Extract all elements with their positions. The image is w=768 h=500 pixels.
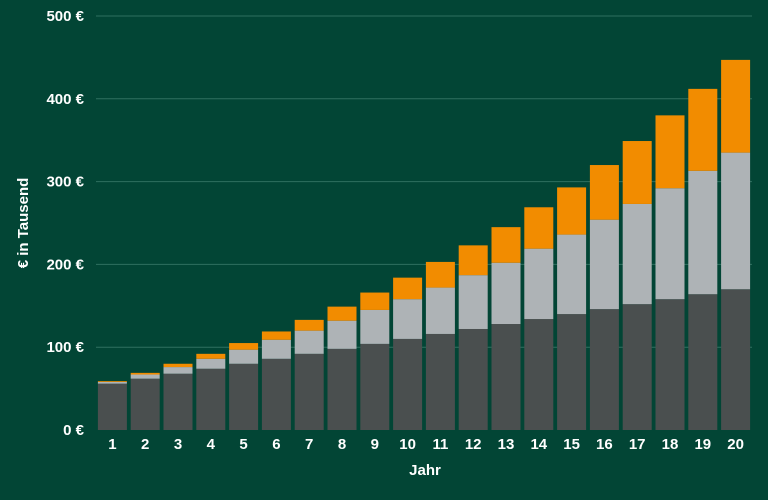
x-tick-label: 8: [338, 436, 346, 453]
bar-segment-3: [721, 59, 751, 153]
bar-segment-1: [655, 299, 685, 430]
bar-segment-1: [393, 338, 423, 430]
y-tick-label: 200 €: [46, 256, 84, 273]
bar-segment-1: [688, 294, 718, 430]
x-tick-label: 19: [694, 436, 711, 453]
y-tick-label: 0 €: [63, 422, 85, 439]
bar-segment-2: [622, 203, 652, 305]
y-axis-ticks: 0 € 100 € 200 € 300 € 400 € 500 €: [46, 8, 84, 439]
bar-segment-3: [622, 141, 652, 204]
bar-segment-3: [655, 115, 685, 189]
bar-segment-1: [130, 378, 160, 430]
bar-segment-1: [229, 363, 259, 430]
bar-segment-1: [425, 333, 455, 430]
bar-segment-3: [491, 227, 521, 263]
x-tick-label: 12: [465, 436, 482, 453]
bar-segment-3: [294, 319, 324, 331]
bar-segment-2: [163, 367, 193, 374]
bar-segment-1: [557, 314, 587, 430]
x-tick-label: 7: [305, 436, 313, 453]
bar-segment-2: [524, 248, 554, 320]
bar-segment-1: [721, 289, 751, 430]
x-tick-label: 10: [399, 436, 416, 453]
bar-segment-2: [130, 374, 160, 379]
bar-segment-1: [622, 304, 652, 430]
y-tick-label: 300 €: [46, 174, 84, 191]
bar-segment-2: [688, 170, 718, 295]
x-tick-label: 18: [662, 436, 679, 453]
bar-segment-3: [196, 353, 226, 359]
bar-segment-3: [327, 306, 357, 321]
bar-segment-1: [261, 358, 291, 430]
y-axis-title: € in Tausend: [15, 178, 32, 269]
bar-segment-2: [393, 299, 423, 339]
x-axis-ticks: 1 2 3 4 5 6 7 8 9 10 11 12 13 14 15 16 17 18 19 20: [108, 436, 744, 453]
bar-segment-3: [458, 245, 488, 276]
bar-segment-3: [97, 381, 127, 382]
bars: [97, 59, 751, 430]
x-tick-label: 11: [432, 436, 448, 453]
bar-segment-3: [589, 165, 619, 220]
bar-segment-2: [458, 275, 488, 329]
bar-segment-3: [261, 331, 291, 340]
bar-segment-2: [360, 309, 390, 344]
bar-segment-1: [589, 309, 619, 430]
x-tick-label: 20: [727, 436, 744, 453]
gridlines: [96, 15, 752, 348]
bar-segment-2: [327, 320, 357, 349]
x-tick-label: 4: [207, 436, 216, 453]
bar-segment-2: [721, 152, 751, 290]
x-tick-label: 13: [498, 436, 515, 453]
bar-segment-3: [360, 292, 390, 310]
bar-segment-1: [196, 368, 226, 430]
bar-segment-2: [229, 349, 259, 364]
bar-segment-2: [589, 219, 619, 310]
bar-segment-2: [491, 262, 521, 325]
x-tick-label: 15: [563, 436, 580, 453]
bar-segment-2: [557, 234, 587, 315]
bar-segment-3: [229, 343, 259, 350]
bar-segment-3: [393, 277, 423, 300]
bar-segment-3: [425, 261, 455, 288]
bar-segment-2: [261, 339, 291, 359]
bar-segment-3: [524, 207, 554, 249]
bar-segment-1: [97, 383, 127, 430]
bar-segment-2: [425, 287, 455, 334]
bar-segment-1: [360, 343, 390, 430]
bar-segment-2: [97, 381, 127, 384]
x-tick-label: 9: [371, 436, 379, 453]
bar-segment-1: [458, 328, 488, 430]
bar-segment-3: [688, 88, 718, 171]
y-tick-label: 100 €: [46, 339, 84, 356]
x-tick-label: 17: [629, 436, 646, 453]
x-tick-label: 6: [272, 436, 280, 453]
bar-segment-2: [655, 188, 685, 300]
y-tick-label: 400 €: [46, 91, 84, 108]
bar-segment-2: [196, 358, 226, 369]
bar-segment-1: [163, 373, 193, 430]
bar-segment-3: [163, 363, 193, 368]
bar-segment-1: [294, 353, 324, 430]
x-tick-label: 3: [174, 436, 182, 453]
bar-segment-1: [491, 324, 521, 430]
x-tick-label: 2: [141, 436, 149, 453]
x-tick-label: 1: [108, 436, 116, 453]
x-axis-title: Jahr: [409, 462, 441, 479]
bar-segment-3: [557, 187, 587, 235]
y-tick-label: 500 €: [46, 8, 84, 25]
x-tick-label: 14: [530, 436, 547, 453]
bar-segment-1: [524, 319, 554, 430]
bar-segment-2: [294, 330, 324, 354]
bar-segment-3: [130, 372, 160, 375]
x-tick-label: 16: [596, 436, 613, 453]
x-tick-label: 5: [239, 436, 247, 453]
bar-segment-1: [327, 348, 357, 430]
